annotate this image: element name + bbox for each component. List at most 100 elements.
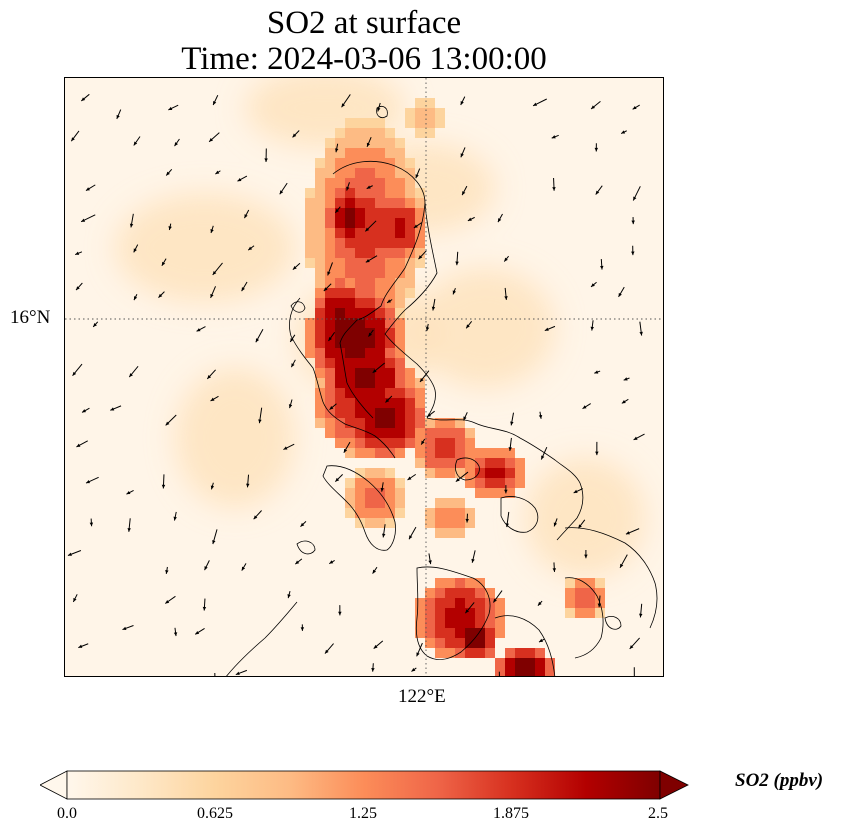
so2-cell	[445, 508, 455, 518]
so2-cell	[515, 648, 525, 658]
so2-cell	[495, 488, 505, 498]
wind-arrow	[411, 667, 417, 672]
wind-arrow	[633, 667, 635, 676]
so2-cell	[425, 518, 435, 528]
so2-cell	[495, 628, 505, 638]
so2-cell	[315, 188, 325, 198]
so2-cell	[475, 588, 485, 598]
so2-cell	[375, 188, 385, 198]
so2-cell	[345, 268, 355, 278]
so2-cell	[385, 208, 395, 218]
so2-cell	[335, 388, 345, 398]
so2-cell	[345, 148, 355, 158]
so2-cell	[425, 438, 435, 448]
wind-arrow	[538, 638, 545, 643]
wind-arrow	[510, 412, 514, 426]
so2-cell	[475, 618, 485, 628]
so2-cell	[375, 128, 385, 138]
wind-arrow	[463, 412, 468, 421]
so2-cell	[445, 498, 455, 508]
so2-cell	[355, 338, 365, 348]
so2-cell	[375, 428, 385, 438]
so2-cell	[315, 408, 325, 418]
so2-cell	[455, 508, 465, 518]
so2-cell	[365, 248, 375, 258]
so2-cell	[505, 488, 515, 498]
wind-arrow	[174, 138, 180, 147]
so2-cell	[485, 588, 495, 598]
so2-cell	[425, 638, 435, 648]
so2-cell	[485, 648, 495, 658]
so2-cell	[485, 488, 495, 498]
so2-cell	[355, 238, 365, 248]
wind-arrow	[552, 177, 556, 191]
so2-cell	[325, 348, 335, 358]
so2-cell	[405, 438, 415, 448]
so2-cell	[465, 438, 475, 448]
so2-cell	[445, 428, 455, 438]
wind-arrow	[467, 216, 475, 222]
so2-cell	[325, 428, 335, 438]
so2-cell	[355, 208, 365, 218]
wind-arrow	[431, 298, 436, 311]
wind-arrow	[386, 299, 393, 304]
so2-cell	[465, 628, 475, 638]
so2-cell	[385, 478, 395, 488]
wind-arrow	[300, 624, 305, 631]
so2-cell	[385, 438, 395, 448]
so2-cell	[395, 428, 405, 438]
wind-arrow	[76, 440, 88, 448]
so2-cell	[315, 378, 325, 388]
so2-cell	[575, 588, 585, 598]
so2-cell	[425, 108, 435, 118]
wind-arrow	[508, 437, 512, 451]
so2-cell	[345, 328, 355, 338]
so2-cell	[395, 348, 405, 358]
so2-cell	[415, 598, 425, 608]
wind-arrow	[381, 524, 386, 538]
wind-arrow	[212, 94, 219, 106]
so2-cell	[315, 288, 325, 298]
so2-cell	[325, 208, 335, 218]
so2-cell	[335, 398, 345, 408]
so2-cell	[365, 398, 375, 408]
so2-cell	[355, 328, 365, 338]
so2-cell	[345, 288, 355, 298]
wind-arrow	[492, 590, 503, 603]
so2-cell	[445, 578, 455, 588]
coastline-luzon-west	[289, 297, 396, 459]
so2-cell	[315, 268, 325, 278]
so2-cell	[315, 248, 325, 258]
so2-cell	[435, 468, 445, 478]
so2-cell	[455, 598, 465, 608]
so2-cell	[385, 128, 395, 138]
so2-cell	[465, 468, 475, 478]
so2-cell	[375, 388, 385, 398]
wind-arrow	[460, 147, 466, 158]
so2-cell	[375, 258, 385, 268]
so2-cell	[455, 518, 465, 528]
so2-cell	[385, 138, 395, 148]
so2-cell	[415, 128, 425, 138]
so2-cell	[395, 198, 405, 208]
so2-cell	[535, 668, 545, 676]
wind-arrow	[595, 441, 599, 456]
so2-cell	[315, 178, 325, 188]
so2-cell	[355, 408, 365, 418]
wind-arrow	[497, 213, 503, 223]
wind-arrow	[532, 98, 547, 107]
so2-cell	[375, 218, 385, 228]
so2-cell	[405, 168, 415, 178]
wind-arrow	[426, 410, 435, 418]
colorbar-tick-3: 1.875	[493, 805, 529, 822]
colorbar-tick-0: 0.0	[57, 805, 77, 822]
so2-cell	[465, 478, 475, 488]
so2-cell	[405, 278, 415, 288]
so2-cell	[375, 318, 385, 328]
so2-cell	[495, 468, 505, 478]
so2-cell	[385, 338, 395, 348]
so2-cell	[395, 148, 405, 158]
so2-cell	[465, 578, 475, 588]
so2-cell	[515, 458, 525, 468]
so2-cell	[405, 118, 415, 128]
